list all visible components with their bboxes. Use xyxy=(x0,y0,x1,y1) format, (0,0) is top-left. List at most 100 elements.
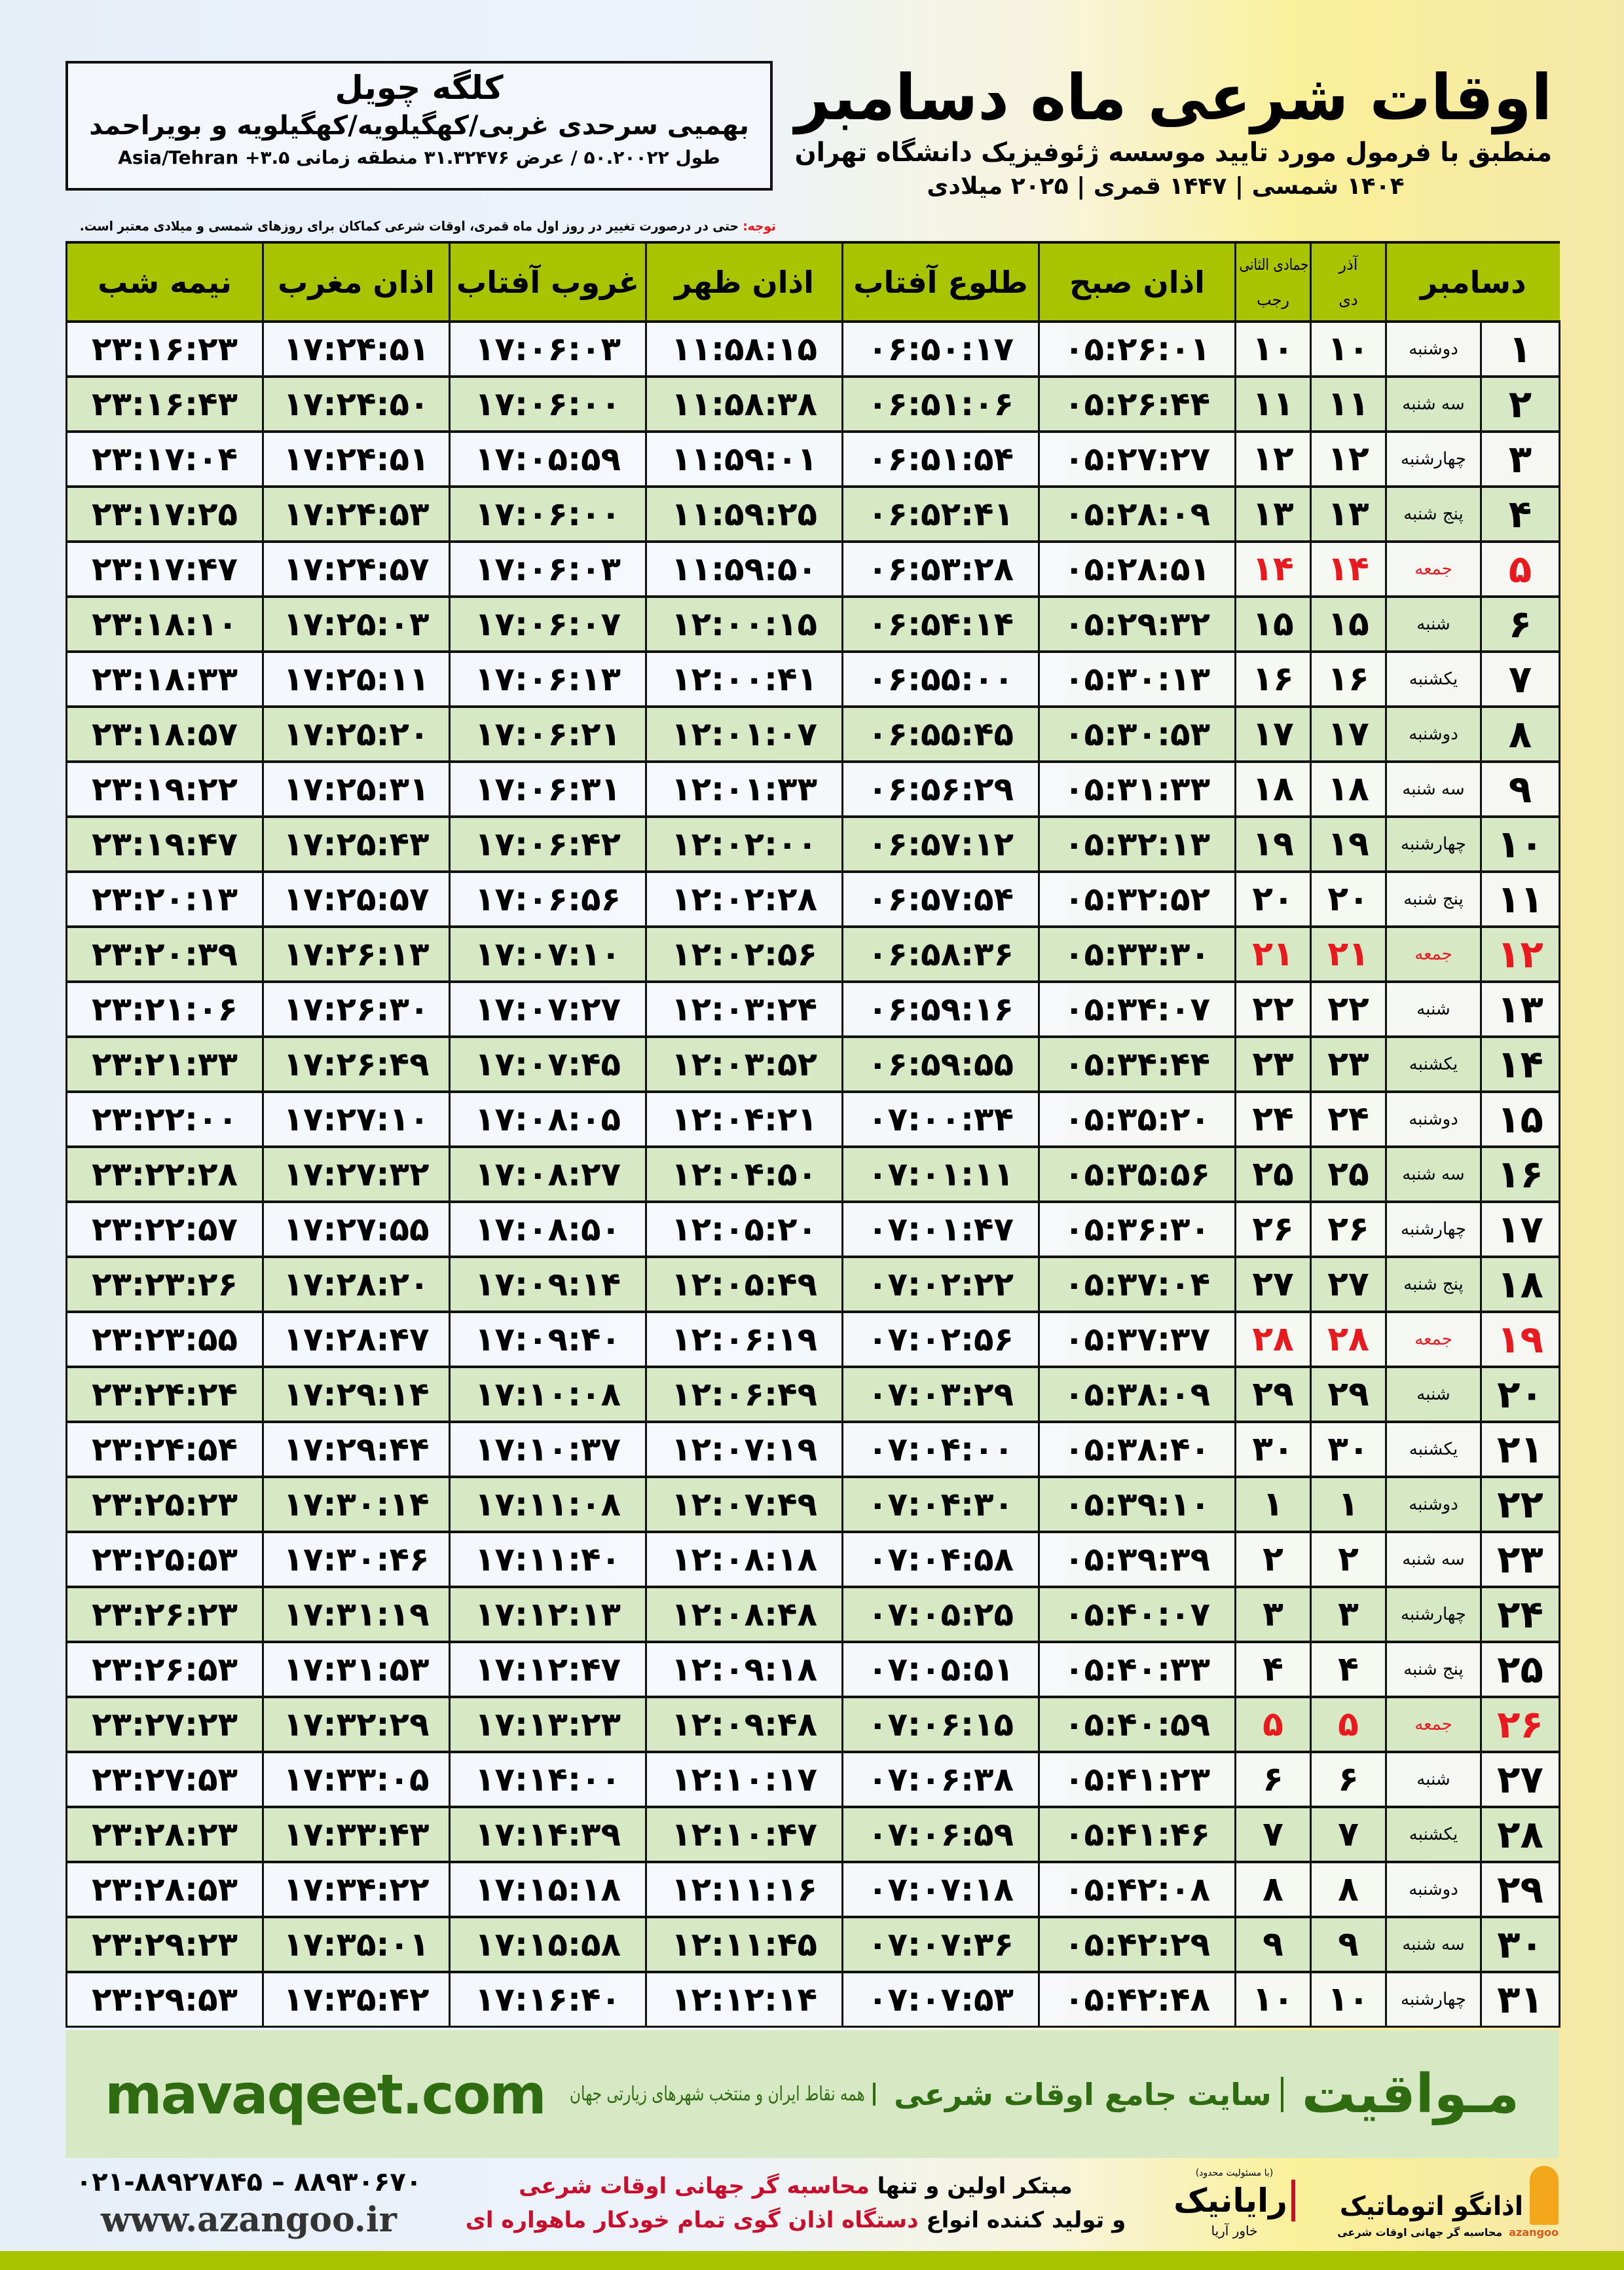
cell-maghrib-text: ۱۷:۳۱:۱۹ xyxy=(283,1595,430,1633)
cell-dhuhr-text: ۱۱:۵۹:۵۰ xyxy=(671,550,818,588)
cell-dhuhr-text: ۱۲:۰۴:۲۱ xyxy=(671,1100,818,1138)
cell-midnight: ۲۳:۱۹:۴۷ xyxy=(65,815,264,873)
cell-sunset: ۱۷:۱۱:۴۰ xyxy=(449,1531,647,1588)
cell-shamsi-day-text: ۱۶ xyxy=(1327,660,1369,699)
cell-fajr: ۰۵:۳۳:۳۰ xyxy=(1038,925,1236,983)
cell-maghrib-text: ۱۷:۲۶:۴۹ xyxy=(283,1045,430,1083)
cell-day-text: ۲ xyxy=(1508,382,1532,426)
phone-line: ۰۲۱-۸۸۹۲۷۸۴۵ – ۸۸۹۳۰۶۷۰ xyxy=(65,2165,432,2199)
cell-midnight-text: ۲۳:۲۰:۱۳ xyxy=(91,880,238,918)
cell-midnight-text: ۲۳:۲۲:۲۸ xyxy=(91,1155,238,1193)
cell-sunset: ۱۷:۱۶:۴۰ xyxy=(449,1971,647,2028)
cell-sunrise: ۰۷:۰۶:۱۵ xyxy=(841,1696,1040,1753)
cell-dhuhr-text: ۱۲:۰۰:۱۵ xyxy=(671,605,818,643)
cell-maghrib: ۱۷:۳۰:۴۶ xyxy=(262,1531,451,1588)
cell-maghrib: ۱۷:۲۵:۰۳ xyxy=(262,595,451,653)
cell-day-text: ۷ xyxy=(1508,657,1532,701)
cell-midnight-text: ۲۳:۱۶:۲۳ xyxy=(91,330,238,368)
cell-qamari-day-text: ۱۰ xyxy=(1252,329,1294,369)
website-link[interactable]: www.azangoo.ir xyxy=(101,2200,397,2240)
cell-dhuhr: ۱۲:۱۱:۴۵ xyxy=(645,1916,843,1973)
cell-weekday: سه شنبه xyxy=(1385,1916,1482,1973)
cell-fajr-text: ۰۵:۳۱:۳۳ xyxy=(1063,770,1211,808)
cell-weekday-text: پنج شنبه xyxy=(1403,1660,1464,1679)
cell-fajr-text: ۰۵:۴۲:۰۸ xyxy=(1063,1870,1211,1908)
cell-weekday-text: شنبه xyxy=(1416,1385,1450,1404)
cell-sunrise: ۰۷:۰۱:۱۱ xyxy=(841,1145,1040,1203)
cell-dhuhr-text: ۱۲:۰۲:۵۶ xyxy=(671,935,818,973)
cell-qamari-day-text: ۳۰ xyxy=(1252,1430,1294,1469)
cell-day-text: ۵ xyxy=(1508,547,1532,591)
cell-qamari-day-text: ۲۰ xyxy=(1252,880,1294,919)
table-row: ۲۷ شنبه ۶ ۶ ۰۵:۴۱:۲۳ ۰۷:۰۶:۳۸ ۱۲:۱۰:۱۷ ۱۷:۱۴:۰۰… xyxy=(65,1751,1560,1808)
table-row: ۲۴ چهارشنبه ۳ ۳ ۰۵:۴۰:۰۷ ۰۷:۰۵:۲۵ ۱۲:۰۸:۴۸ ۱۷:۱… xyxy=(65,1586,1560,1643)
cell-sunset: ۱۷:۰۸:۰۵ xyxy=(449,1090,647,1148)
cell-maghrib-text: ۱۷:۳۳:۴۳ xyxy=(283,1815,430,1853)
cell-dhuhr-text: ۱۲:۰۰:۴۱ xyxy=(671,660,818,698)
cell-maghrib: ۱۷:۲۵:۱۱ xyxy=(262,650,451,708)
cell-day: ۲۰ xyxy=(1480,1366,1560,1423)
cell-shamsi-day: ۱۴ xyxy=(1310,540,1387,598)
cell-qamari-day: ۱۱ xyxy=(1234,375,1312,433)
cell-sunrise: ۰۷:۰۱:۴۷ xyxy=(841,1200,1040,1258)
cell-qamari-day: ۲۷ xyxy=(1234,1256,1312,1313)
cell-qamari-day-text: ۱۱ xyxy=(1252,384,1294,424)
cell-sunrise-text: ۰۶:۵۹:۱۶ xyxy=(867,990,1014,1028)
cell-shamsi-day-text: ۲۸ xyxy=(1327,1320,1369,1359)
cell-maghrib: ۱۷:۳۱:۱۹ xyxy=(262,1586,451,1643)
cell-shamsi-day: ۷ xyxy=(1310,1806,1387,1863)
cell-sunrise-text: ۰۷:۰۴:۳۰ xyxy=(867,1485,1014,1523)
brand-url[interactable]: mavaqeet.com xyxy=(105,2062,547,2127)
cell-fajr: ۰۵:۳۰:۵۳ xyxy=(1038,705,1236,763)
cell-qamari-day: ۱۴ xyxy=(1234,540,1312,598)
cell-day-text: ۴ xyxy=(1508,492,1532,536)
rayanik-logo: (با مسئولیت محدود) رایانیک خاور آریا xyxy=(1159,2167,1310,2240)
brand-tagline: همه نقاط ایران و منتخب شهرهای زیارتی جها… xyxy=(570,2083,866,2106)
cell-shamsi-day-text: ۷ xyxy=(1338,1815,1359,1854)
cell-sunrise-text: ۰۶:۵۱:۰۶ xyxy=(867,385,1014,423)
cell-midnight: ۲۳:۱۶:۲۳ xyxy=(65,320,264,378)
cell-dhuhr-text: ۱۲:۰۱:۳۳ xyxy=(671,770,818,808)
cell-fajr-text: ۰۵:۴۲:۲۹ xyxy=(1063,1926,1211,1963)
cell-qamari-day-text: ۲۷ xyxy=(1252,1265,1294,1304)
cell-sunrise: ۰۶:۵۷:۱۲ xyxy=(841,815,1040,873)
cell-qamari-day-text: ۴ xyxy=(1263,1650,1283,1689)
cell-sunrise: ۰۷:۰۲:۲۲ xyxy=(841,1256,1040,1313)
cell-shamsi-day: ۲۰ xyxy=(1310,870,1387,928)
cell-weekday: سه شنبه xyxy=(1385,1531,1482,1588)
cell-maghrib-text: ۱۷:۲۵:۱۱ xyxy=(283,660,430,698)
cell-shamsi-day: ۱۰ xyxy=(1310,320,1387,378)
cell-dhuhr: ۱۲:۰۴:۵۰ xyxy=(645,1145,843,1203)
cell-maghrib: ۱۷:۳۵:۰۱ xyxy=(262,1916,451,1973)
cell-maghrib: ۱۷:۲۴:۵۱ xyxy=(262,430,451,488)
cell-maghrib-text: ۱۷:۲۴:۵۱ xyxy=(283,330,430,368)
cell-midnight-text: ۲۳:۱۹:۴۷ xyxy=(91,825,238,863)
cell-qamari-day-text: ۲۱ xyxy=(1252,935,1294,974)
cell-weekday-text: سه شنبه xyxy=(1402,1935,1465,1954)
cell-maghrib: ۱۷:۲۶:۳۰ xyxy=(262,980,451,1038)
header-midnight: نیمه شب xyxy=(65,241,263,323)
cell-midnight: ۲۳:۲۱:۰۶ xyxy=(65,980,264,1038)
cell-dhuhr-text: ۱۱:۵۹:۲۵ xyxy=(671,495,818,533)
cell-sunset-text: ۱۷:۱۰:۰۸ xyxy=(474,1375,621,1413)
cell-sunrise-text: ۰۶:۵۱:۵۴ xyxy=(867,440,1014,478)
cell-fajr-text: ۰۵:۲۸:۰۹ xyxy=(1063,495,1211,533)
cell-qamari-day-text: ۲۸ xyxy=(1252,1320,1294,1359)
header-shamsi-bottom: دی xyxy=(1338,290,1358,309)
cell-day-text: ۱۳ xyxy=(1497,987,1543,1032)
cell-qamari-day-text: ۹ xyxy=(1263,1925,1283,1964)
cell-sunrise-text: ۰۷:۰۶:۱۵ xyxy=(867,1705,1014,1743)
cell-shamsi-day: ۹ xyxy=(1310,1916,1387,1973)
cell-maghrib: ۱۷:۲۷:۵۵ xyxy=(262,1200,451,1258)
cell-midnight-text: ۲۳:۲۲:۵۷ xyxy=(91,1210,238,1248)
cell-midnight: ۲۳:۲۲:۰۰ xyxy=(65,1090,264,1148)
cell-fajr: ۰۵:۳۸:۰۹ xyxy=(1038,1366,1236,1423)
footer: ۰۲۱-۸۸۹۲۷۸۴۵ – ۸۸۹۳۰۶۷۰ www.azangoo.ir م… xyxy=(65,2160,1559,2246)
note-label: توجه: xyxy=(743,218,776,234)
cell-fajr-text: ۰۵:۳۰:۵۳ xyxy=(1063,715,1211,753)
table-row: ۱۶ سه شنبه ۲۵ ۲۵ ۰۵:۳۵:۵۶ ۰۷:۰۱:۱۱ ۱۲:۰۴:۵۰ ۱۷:… xyxy=(65,1145,1560,1203)
table-row: ۱۸ پنج شنبه ۲۷ ۲۷ ۰۵:۳۷:۰۴ ۰۷:۰۲:۲۲ ۱۲:۰۵:۴۹ ۱۷… xyxy=(65,1256,1560,1313)
cell-sunrise: ۰۷:۰۷:۵۳ xyxy=(841,1971,1040,2028)
cell-maghrib: ۱۷:۲۶:۴۹ xyxy=(262,1035,451,1093)
rayanik-sub: خاور آریا xyxy=(1211,2223,1258,2239)
